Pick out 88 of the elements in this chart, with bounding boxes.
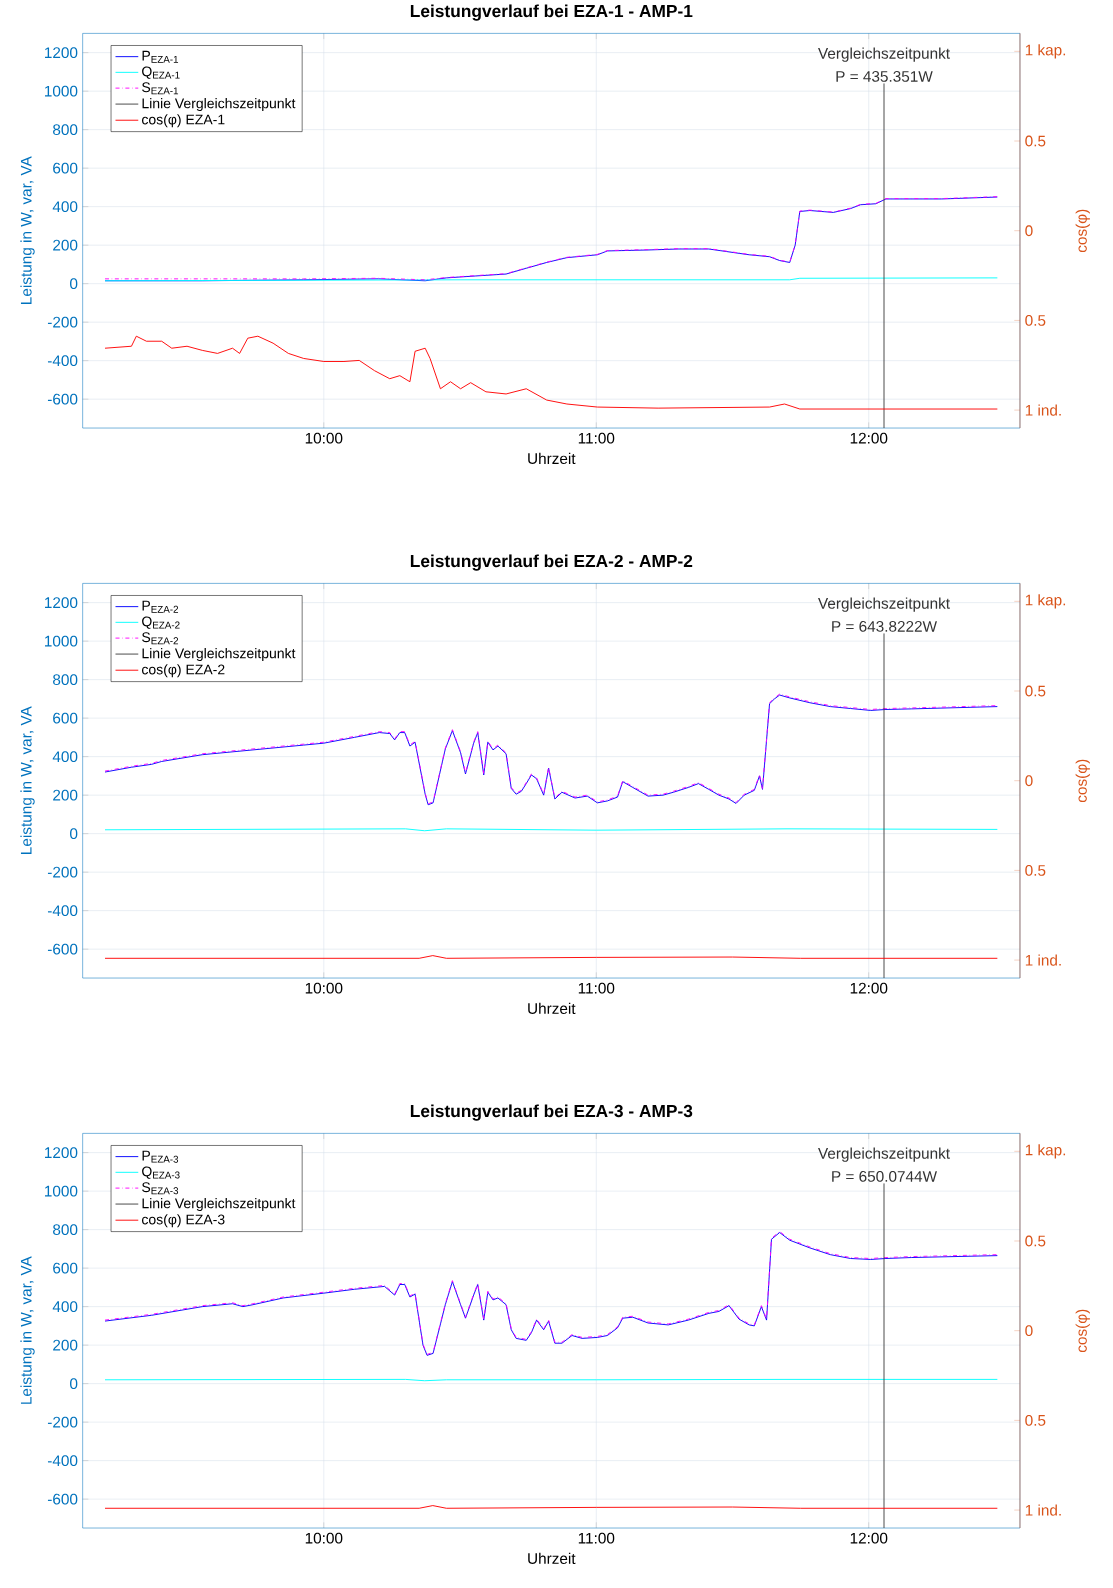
y2-tick-label: 0 xyxy=(1025,1325,1033,1337)
annotation: P = 435.351W xyxy=(836,70,933,82)
y-axis-title: Leistung in W, var, VA xyxy=(20,156,35,304)
x-axis-title: Uhrzeit xyxy=(528,452,576,465)
legend-label: S$_{EZA-3}$ xyxy=(142,1182,179,1195)
y-tick-label: 600 xyxy=(53,162,78,174)
y-tick-label: 200 xyxy=(53,789,78,801)
y2-tick-label: 1 ind. xyxy=(1025,404,1061,416)
annotation: P = 643.8222W xyxy=(832,620,937,632)
y2-tick-label: 0.5 xyxy=(1025,864,1046,876)
legend-label: P$_{EZA-1}$ xyxy=(142,50,179,63)
y-tick-label: 0 xyxy=(70,828,78,840)
chart-title: Leistungverlauf bei EZA-3 - AMP-3 xyxy=(410,1104,693,1121)
y-tick-label: 1000 xyxy=(45,1185,78,1197)
y-tick-label: 200 xyxy=(53,1339,78,1351)
x-tick-label: 10:00 xyxy=(305,432,343,444)
annotation: Vergleichszeitpunkt xyxy=(818,597,950,612)
y2-tick-label: 1 ind. xyxy=(1025,1504,1061,1516)
y-tick-label: 800 xyxy=(53,124,78,136)
x-axis-title: Uhrzeit xyxy=(528,1002,576,1015)
x-tick-label: 12:00 xyxy=(850,432,888,444)
x-tick-label: 10:00 xyxy=(305,1532,343,1544)
x-tick-label: 10:00 xyxy=(305,982,343,994)
y-axis-title: Leistung in W, var, VA xyxy=(20,706,35,854)
x-axis-title: Uhrzeit xyxy=(528,1552,576,1564)
y2-tick-label: 0 xyxy=(1025,775,1033,787)
y-axis-title: Leistung in W, var, VA xyxy=(20,1256,35,1404)
y-tick-label: 600 xyxy=(53,712,78,724)
y2-axis-title: cos(φ) xyxy=(1075,209,1090,253)
legend-label: P$_{EZA-2}$ xyxy=(142,600,179,613)
legend-label: Q$_{EZA-3}$ xyxy=(142,1166,180,1179)
legend-label: Linie Vergleichszeitpunkt xyxy=(142,98,296,112)
y-tick-label: -200 xyxy=(47,866,78,878)
y2-tick-label: 0.5 xyxy=(1025,135,1046,147)
x-tick-label: 12:00 xyxy=(850,1532,888,1544)
y2-tick-label: 1 kap. xyxy=(1025,1144,1066,1159)
legend-label: S$_{EZA-1}$ xyxy=(142,82,179,95)
y-tick-label: 200 xyxy=(53,239,78,251)
y-tick-label: -200 xyxy=(47,316,78,328)
x-tick-label: 11:00 xyxy=(578,432,615,444)
y-tick-label: 1000 xyxy=(45,635,78,647)
y-tick-label: 400 xyxy=(52,201,78,213)
y-tick-label: 1200 xyxy=(45,47,78,59)
x-tick-label: 12:00 xyxy=(850,982,888,994)
y-tick-label: -200 xyxy=(47,1416,78,1428)
y-tick-label: 800 xyxy=(53,674,78,686)
chart-title: Leistungverlauf bei EZA-1 - AMP-1 xyxy=(410,4,693,21)
x-tick-label: 11:00 xyxy=(578,1532,615,1544)
y-tick-label: 0 xyxy=(70,1378,78,1390)
legend-label: cos(φ) EZA-3 xyxy=(142,1214,225,1228)
y-tick-label: 800 xyxy=(53,1224,78,1236)
legend-label: S$_{EZA-2}$ xyxy=(142,632,179,645)
legend-label: Linie Vergleichszeitpunkt xyxy=(142,1197,296,1212)
legend-label: P$_{EZA-3}$ xyxy=(142,1150,179,1163)
y2-tick-label: 1 ind. xyxy=(1025,954,1061,966)
y-tick-label: 400 xyxy=(52,1301,78,1313)
y-tick-label: 400 xyxy=(52,751,78,763)
legend-label: Linie Vergleichszeitpunkt xyxy=(142,648,296,662)
legend-label: cos(φ) EZA-1 xyxy=(142,114,225,128)
legend-label: Q$_{EZA-2}$ xyxy=(142,616,180,629)
y2-axis-title: cos(φ) xyxy=(1075,1309,1090,1353)
y2-tick-label: 0.5 xyxy=(1025,314,1046,326)
line-series xyxy=(104,335,998,410)
y-tick-label: -600 xyxy=(47,393,78,405)
y2-tick-label: 0.5 xyxy=(1025,1235,1046,1247)
legend-label: cos(φ) EZA-2 xyxy=(142,664,225,678)
y-tick-label: -600 xyxy=(47,1493,78,1505)
y2-tick-label: 0.5 xyxy=(1025,1414,1046,1426)
y-tick-label: -400 xyxy=(47,355,78,367)
y2-axis-title: cos(φ) xyxy=(1075,759,1090,803)
y-tick-label: -400 xyxy=(47,1455,78,1467)
x-tick-label: 11:00 xyxy=(578,982,615,994)
annotation: Vergleichszeitpunkt xyxy=(818,1147,950,1162)
y-tick-label: 0 xyxy=(70,278,78,290)
chart-title: Leistungverlauf bei EZA-2 - AMP-2 xyxy=(410,554,693,571)
y2-tick-label: 1 kap. xyxy=(1025,594,1066,609)
annotation: P = 650.0744W xyxy=(832,1170,937,1182)
y-tick-label: -400 xyxy=(47,905,78,917)
y2-tick-label: 0.5 xyxy=(1025,685,1046,697)
y-tick-label: 1000 xyxy=(45,85,78,97)
annotation: Vergleichszeitpunkt xyxy=(818,47,950,62)
y2-tick-label: 1 kap. xyxy=(1025,44,1066,59)
y-tick-label: 1200 xyxy=(45,597,78,609)
legend-label: Q$_{EZA-1}$ xyxy=(142,66,180,79)
y-tick-label: -600 xyxy=(47,943,78,955)
y-tick-label: 600 xyxy=(53,1262,78,1274)
y2-tick-label: 0 xyxy=(1025,225,1033,237)
y-tick-label: 1200 xyxy=(45,1147,78,1159)
